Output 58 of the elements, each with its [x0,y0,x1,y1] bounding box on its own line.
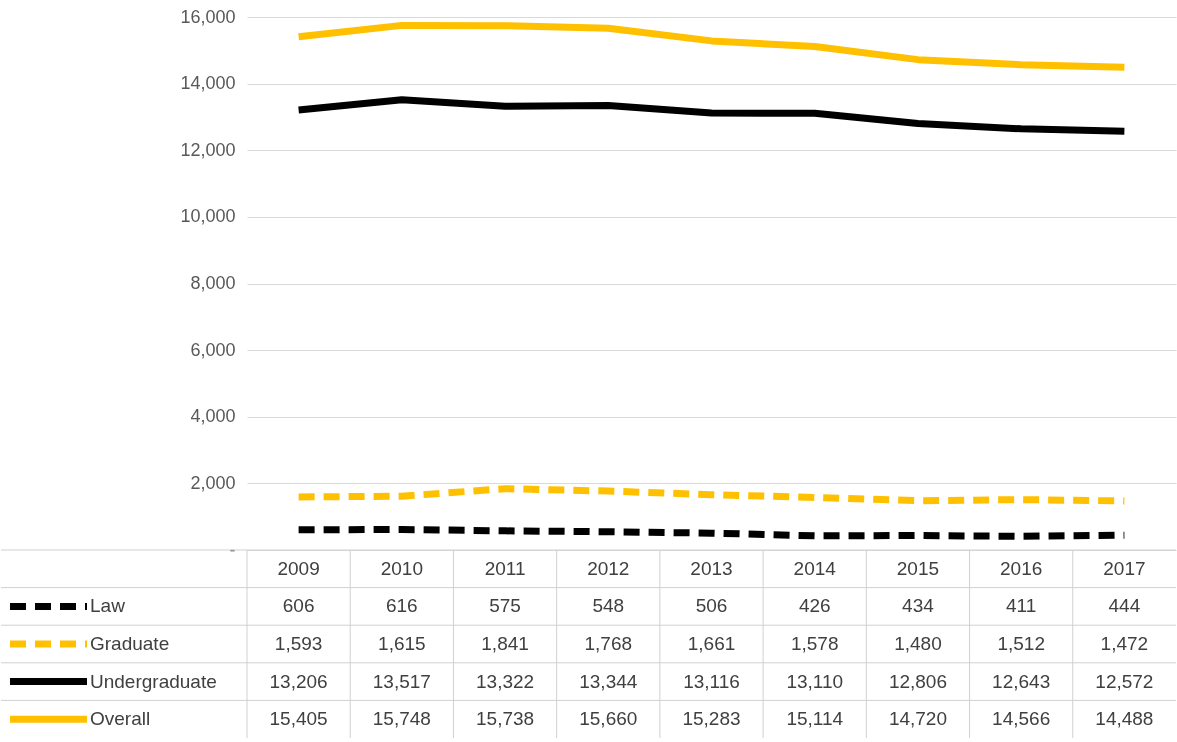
data-label: 444 [1108,595,1141,617]
y-tick-label: 14,000 [180,73,236,94]
data-label: 14,488 [1095,708,1154,730]
data-label: 1,841 [481,633,529,654]
data-label: 1,578 [790,633,839,654]
x-tick-label: 2013 [690,557,733,579]
legend-label: Overall [90,708,151,730]
data-label: 12,572 [1095,670,1154,692]
data-label: 1,615 [378,633,426,654]
legend-label: Law [90,595,126,617]
legend-label: Graduate [90,633,170,654]
data-label: 15,738 [475,708,535,730]
y-tick-label: 16,000 [180,6,236,27]
x-tick-label: 2015 [896,557,940,579]
data-label: 14,566 [992,708,1051,730]
data-label: 548 [592,595,625,617]
data-label: 616 [385,595,418,617]
data-label: 411 [1006,595,1037,617]
data-label: 13,110 [786,670,844,692]
data-label: 434 [902,595,935,617]
x-tick-label: 2010 [380,557,423,579]
data-label: 575 [489,595,521,617]
data-label: 15,405 [269,708,328,730]
data-label: 1,480 [894,633,942,654]
data-label: 13,517 [372,670,431,692]
data-label: 13,322 [475,670,535,692]
data-label: 1,593 [274,633,323,654]
y-tick-label: 2,000 [190,472,236,493]
y-tick-label: - [229,539,236,560]
legend-label: Undergraduate [90,670,217,692]
data-label: 1,768 [584,633,633,654]
y-tick-label: 10,000 [180,206,236,227]
x-tick-label: 2012 [587,557,630,579]
data-label: 13,206 [269,670,328,692]
data-label: 506 [695,595,728,617]
x-tick-label: 2009 [277,557,320,579]
x-tick-label: 2014 [793,557,837,579]
data-label: 1,512 [997,633,1045,654]
data-label: 606 [282,595,315,617]
data-label: 13,116 [683,670,740,692]
y-tick-label: 12,000 [180,139,236,160]
data-label: 15,660 [579,708,638,730]
data-label: 14,720 [888,708,948,730]
y-tick-label: 4,000 [190,406,236,427]
data-label: 426 [798,595,831,617]
x-tick-label: 2016 [1000,557,1043,579]
data-label: 12,643 [992,670,1051,692]
data-label: 1,661 [687,633,736,654]
data-label: 13,344 [579,670,638,692]
data-label: 15,114 [786,708,844,730]
data-label: 15,283 [682,708,741,730]
x-tick-label: 2017 [1103,557,1146,579]
data-label: 15,748 [372,708,431,730]
data-label: 12,806 [888,670,948,692]
data-label: 1,472 [1100,633,1149,654]
y-tick-label: 8,000 [190,273,236,293]
x-tick-label: 2011 [484,557,526,579]
y-tick-label: 6,000 [190,339,236,360]
